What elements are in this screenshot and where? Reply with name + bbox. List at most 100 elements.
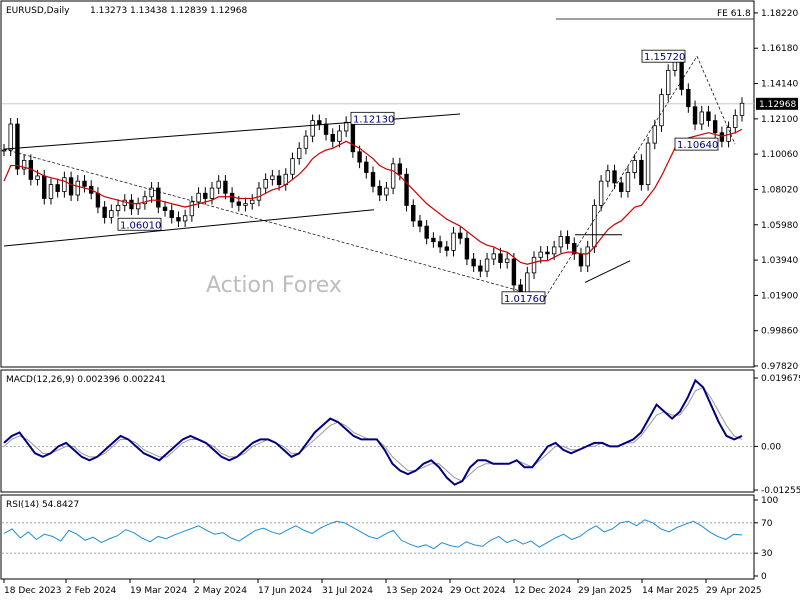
candle-body	[323, 123, 329, 135]
candle-body	[8, 123, 13, 151]
current-price-tag	[756, 97, 798, 110]
candle-body	[317, 120, 322, 125]
candle-body	[491, 253, 496, 260]
candle-body	[592, 204, 597, 248]
price-y-tick-label: 1.10060	[761, 150, 798, 160]
x-tick-label: 29 Jan 2025	[578, 586, 632, 596]
candle-body	[733, 114, 738, 128]
candle-body	[156, 187, 161, 208]
candle-body	[102, 206, 107, 218]
candle-body	[699, 111, 704, 125]
candle-body	[551, 246, 557, 255]
x-tick-label: 31 Jul 2024	[322, 586, 373, 596]
ohlc-open: 1.13273	[90, 6, 127, 16]
candle-body	[303, 135, 309, 149]
candle-body	[578, 253, 584, 267]
candle-body	[35, 175, 40, 180]
candle-body	[625, 172, 631, 192]
candle-body	[498, 253, 503, 263]
macd-line	[3, 378, 743, 486]
x-tick-label: 13 Sep 2024	[386, 586, 443, 596]
x-tick-label: 17 Jun 2024	[258, 586, 312, 596]
price-y-tick-label: 1.01900	[761, 291, 798, 301]
level-annotation-label: 1.06010	[120, 220, 161, 231]
candle-body	[451, 232, 456, 251]
candle-body	[216, 180, 221, 189]
candle-body	[55, 184, 60, 192]
candle-body	[377, 185, 382, 196]
candle-body	[1, 149, 7, 152]
candle-body	[612, 170, 617, 184]
rsi-line	[3, 519, 743, 550]
level-annotation-label: 1.10640	[677, 140, 718, 151]
candle-body	[619, 182, 624, 192]
trendline	[584, 260, 631, 283]
candle-body	[109, 210, 114, 218]
candle-body	[162, 206, 168, 211]
candle-body	[471, 258, 476, 267]
candle-body	[370, 172, 376, 187]
candle-body	[276, 175, 282, 186]
ohlc-close: 1.12968	[210, 6, 247, 16]
candle-body	[68, 177, 74, 196]
x-tick-label: 12 Dec 2024	[514, 586, 572, 596]
fe-label: FE 61.8	[717, 9, 751, 19]
candle-body	[531, 256, 537, 274]
candle-body	[692, 106, 698, 125]
candle-body	[149, 187, 154, 198]
candle-body	[686, 89, 691, 108]
price-series-group: 1.06010 1.12130 1.01760 1.15720 1.10640	[1, 49, 754, 305]
price-y-tick-label: 1.18220	[761, 9, 798, 19]
candle-body	[585, 246, 590, 267]
candle-body	[337, 130, 342, 142]
rsi-y-tick-label: 0	[761, 572, 767, 582]
candle-body	[21, 159, 27, 170]
candle-body	[458, 232, 463, 239]
candle-body	[598, 180, 604, 206]
macd-y-tick-label: 0.019679	[761, 374, 800, 384]
trendline	[696, 56, 736, 145]
level-annotation-box	[350, 111, 395, 125]
watermark: Action Forex	[206, 273, 342, 298]
candle-body	[464, 237, 470, 260]
candle-body	[263, 179, 268, 189]
axes-group: 1.18220 1.16180 1.14140 1.12100 1.10060 1.080…	[3, 9, 800, 596]
level-annotation-box	[641, 49, 686, 63]
candle-body	[189, 201, 195, 217]
rsi-y-tick-label: 70	[761, 519, 773, 529]
candle-body	[478, 265, 483, 272]
candle-body	[169, 210, 174, 218]
x-tick-label: 29 Apr 2025	[706, 586, 762, 596]
candle-body	[558, 236, 564, 248]
candle-body	[739, 102, 745, 116]
candle-body	[397, 163, 403, 175]
trendline	[544, 56, 698, 298]
candle-body	[511, 258, 517, 286]
ohlc-high: 1.13438	[130, 6, 167, 16]
candle-body	[565, 236, 570, 244]
candle-body	[605, 170, 611, 182]
symbol-label: EURUSD,Daily	[6, 6, 70, 16]
candle-body	[142, 196, 148, 205]
x-tick-label: 2 Feb 2024	[66, 586, 117, 596]
candle-body	[384, 187, 389, 196]
macd-series-group	[2, 378, 754, 486]
candle-body	[343, 121, 349, 132]
level-annotation-label: 1.15720	[644, 52, 685, 63]
candle-body	[504, 258, 510, 263]
level-annotation-box	[674, 137, 719, 151]
candle-body	[390, 163, 396, 189]
level-annotation-label: 1.01760	[504, 294, 545, 305]
candle-body	[364, 161, 369, 173]
x-tick-label: 19 Mar 2024	[130, 586, 187, 596]
candle-body	[135, 203, 141, 210]
candle-body	[42, 175, 47, 199]
x-tick-label: 29 Oct 2024	[450, 586, 506, 596]
candle-body	[129, 199, 134, 210]
price-y-tick-label: 1.16180	[761, 44, 798, 54]
candle-body	[95, 192, 101, 208]
candle-body	[706, 111, 711, 121]
rsi-y-tick-label: 100	[761, 496, 778, 506]
candle-body	[666, 69, 671, 96]
